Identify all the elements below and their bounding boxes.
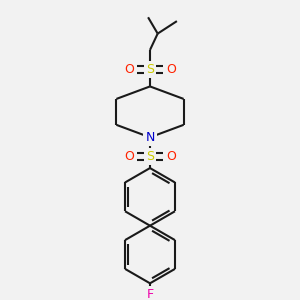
- Text: O: O: [166, 150, 176, 163]
- Text: O: O: [124, 150, 134, 163]
- Text: S: S: [146, 63, 154, 76]
- Text: F: F: [146, 288, 154, 300]
- Text: S: S: [146, 150, 154, 163]
- Text: O: O: [166, 63, 176, 76]
- Text: O: O: [124, 63, 134, 76]
- Text: N: N: [145, 131, 155, 144]
